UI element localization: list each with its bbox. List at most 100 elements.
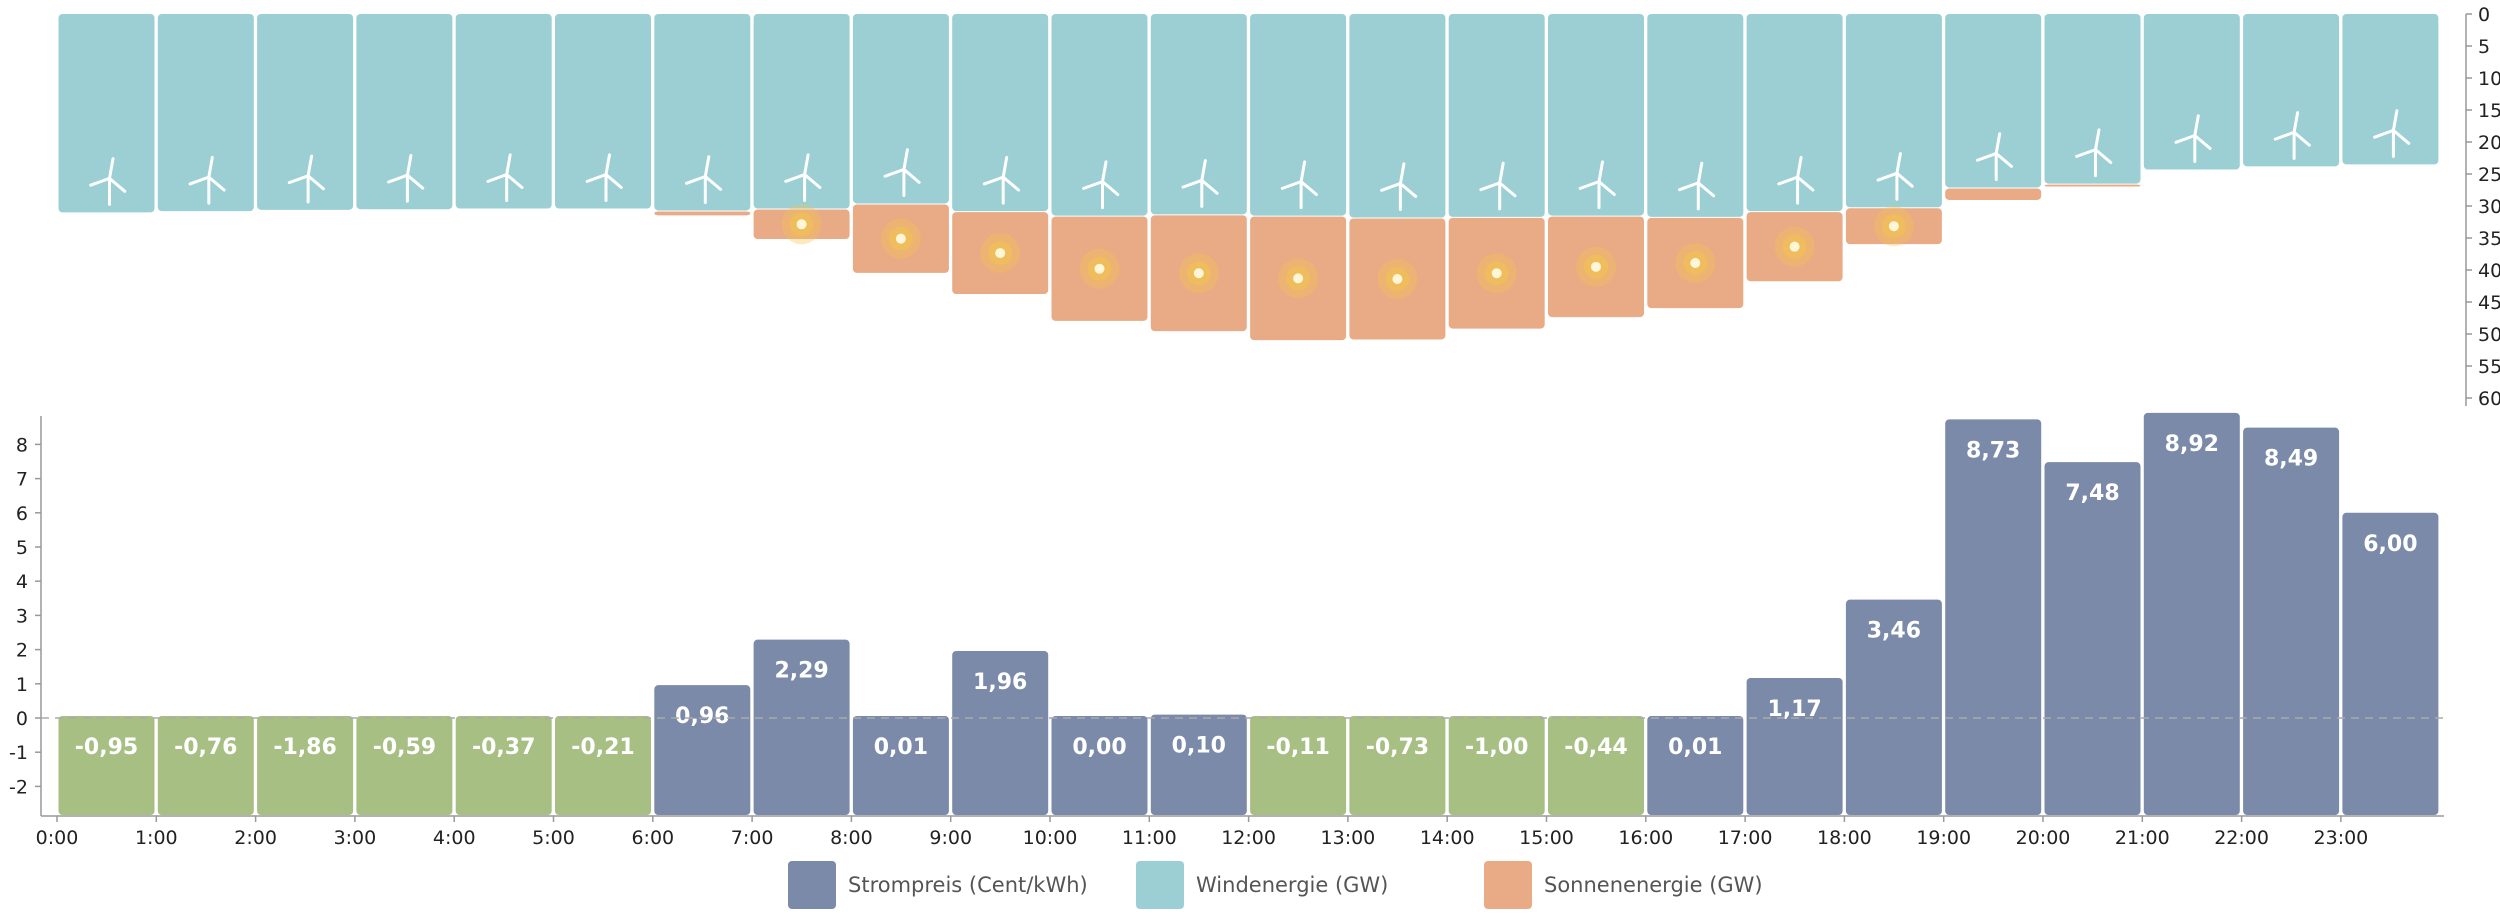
time-tick-label: 21:00: [2115, 827, 2170, 849]
sun-icon: [980, 233, 1021, 274]
price-tick-label: 2: [16, 640, 28, 662]
sun-icon: [1576, 246, 1616, 287]
wind-turbine-icon: [1876, 152, 1914, 201]
legend-label-wind: Windenergie (GW): [1196, 873, 1389, 897]
sun-icon: [781, 204, 822, 245]
wind-bar: [2044, 14, 2141, 184]
sun-icon: [1377, 259, 1418, 299]
time-tick-label: 2:00: [234, 827, 277, 849]
wind-bar: [654, 14, 751, 211]
time-tick-label: 13:00: [1321, 827, 1376, 849]
price-value-label: -1,00: [1465, 735, 1528, 760]
price-value-label: 8,92: [2165, 432, 2219, 457]
wind-bar: [1150, 14, 1247, 215]
price-value-label: 1,96: [973, 670, 1027, 695]
wind-turbine-icon: [1678, 161, 1716, 211]
price-value-label: 8,49: [2264, 447, 2318, 472]
legend-label-price: Strompreis (Cent/kWh): [848, 873, 1088, 897]
wind-turbine-icon: [486, 153, 524, 203]
time-tick-label: 23:00: [2314, 827, 2369, 849]
wind-bar: [356, 14, 453, 210]
energy-tick-label: 40: [2478, 260, 2500, 282]
solar-bar: [654, 211, 751, 216]
price-bar: [952, 650, 1049, 815]
price-tick-label: 1: [16, 674, 28, 696]
price-value-label: -0,76: [174, 735, 237, 760]
price-chart: -2 -1 0 1 2 3 4 5 6 7 8 -0,95 -0,76 -1,86 -0,59 -0,37 -0…: [9, 412, 2444, 849]
energy-tick-label: 35: [2478, 228, 2500, 250]
energy-tick-label: 20: [2478, 132, 2500, 154]
wind-bar: [2143, 14, 2240, 170]
wind-turbine-icon: [89, 157, 127, 206]
price-tick-label: 3: [16, 605, 28, 627]
price-bar: [1845, 599, 1942, 815]
price-value-label: 2,29: [774, 659, 828, 684]
wind-bar: [257, 14, 354, 210]
price-tick-label: -1: [9, 742, 28, 764]
price-value-label: -0,73: [1366, 735, 1429, 760]
price-value-label: -0,59: [373, 735, 436, 760]
time-tick-label: 5:00: [532, 827, 575, 849]
time-tick-label: 15:00: [1519, 827, 1574, 849]
price-bar: [257, 716, 354, 815]
time-tick-label: 12:00: [1221, 827, 1276, 849]
wind-turbine-icon: [1181, 159, 1219, 208]
legend: Strompreis (Cent/kWh) Windenergie (GW) S…: [0, 860, 2500, 910]
price-value-label: 6,00: [2363, 532, 2417, 557]
time-tick-label: 11:00: [1122, 827, 1177, 849]
legend-item-solar: Sonnenenergie (GW): [1484, 860, 1763, 910]
energy-tick-label: 0: [2478, 4, 2490, 26]
wind-turbine-icon: [1082, 160, 1120, 210]
price-bar: [753, 639, 850, 815]
price-value-label: 0,01: [1668, 735, 1722, 760]
wind-bar: [555, 14, 651, 209]
wind-bar: [1250, 14, 1347, 216]
sun-icon: [1278, 258, 1319, 299]
price-tick-label: -2: [9, 776, 28, 798]
wind-bar: [753, 14, 850, 209]
price-bar: [455, 716, 552, 815]
sun-icon: [1476, 253, 1517, 294]
wind-turbine-icon: [883, 148, 921, 197]
energy-tick-label: 10: [2478, 68, 2500, 90]
price-bar: [157, 716, 254, 815]
time-tick-label: 14:00: [1420, 827, 1475, 849]
time-tick-label: 16:00: [1618, 827, 1673, 849]
price-bar: [1746, 677, 1843, 815]
legend-swatch-solar: [1484, 861, 1532, 909]
energy-tick-label: 15: [2478, 100, 2500, 122]
sun-icon: [1873, 206, 1914, 247]
sun-icon: [880, 218, 921, 259]
time-tick-label: 17:00: [1718, 827, 1773, 849]
price-value-label: 0,10: [1172, 734, 1226, 759]
price-tick-label: 4: [16, 571, 28, 593]
price-value-label: 0,96: [675, 704, 729, 729]
wind-turbine-icon: [1777, 155, 1815, 205]
price-bar: [1945, 419, 2042, 815]
energy-tick-label: 55: [2478, 356, 2500, 378]
wind-turbine-icon: [2174, 114, 2212, 164]
wind-bar: [455, 14, 552, 209]
wind-turbine-icon: [1975, 132, 2013, 181]
time-tick-label: 19:00: [1916, 827, 1971, 849]
wind-turbine-icon: [2075, 128, 2113, 178]
wind-bar: [1051, 14, 1148, 216]
sun-icon: [1774, 226, 1815, 267]
wind-bar: [157, 14, 254, 212]
energy-tick-label: 45: [2478, 292, 2500, 314]
wind-turbine-icon: [982, 155, 1021, 205]
time-tick-label: 3:00: [334, 827, 377, 849]
legend-swatch-price: [788, 861, 836, 909]
price-bar: [1051, 716, 1148, 815]
wind-turbine-icon: [387, 153, 425, 203]
price-value-label: -0,44: [1564, 735, 1627, 760]
price-value-label: -0,37: [472, 735, 535, 760]
legend-item-wind: Windenergie (GW): [1136, 860, 1388, 910]
wind-bar: [1845, 14, 1942, 208]
price-value-label: 0,01: [874, 735, 928, 760]
energy-chart: 0 5 10 15 20 25 30 35 40 45 50 55 60: [58, 4, 2500, 410]
wind-bar: [1945, 14, 2042, 188]
solar-bar: [1945, 188, 2042, 200]
price-tick-label: 6: [16, 503, 28, 525]
